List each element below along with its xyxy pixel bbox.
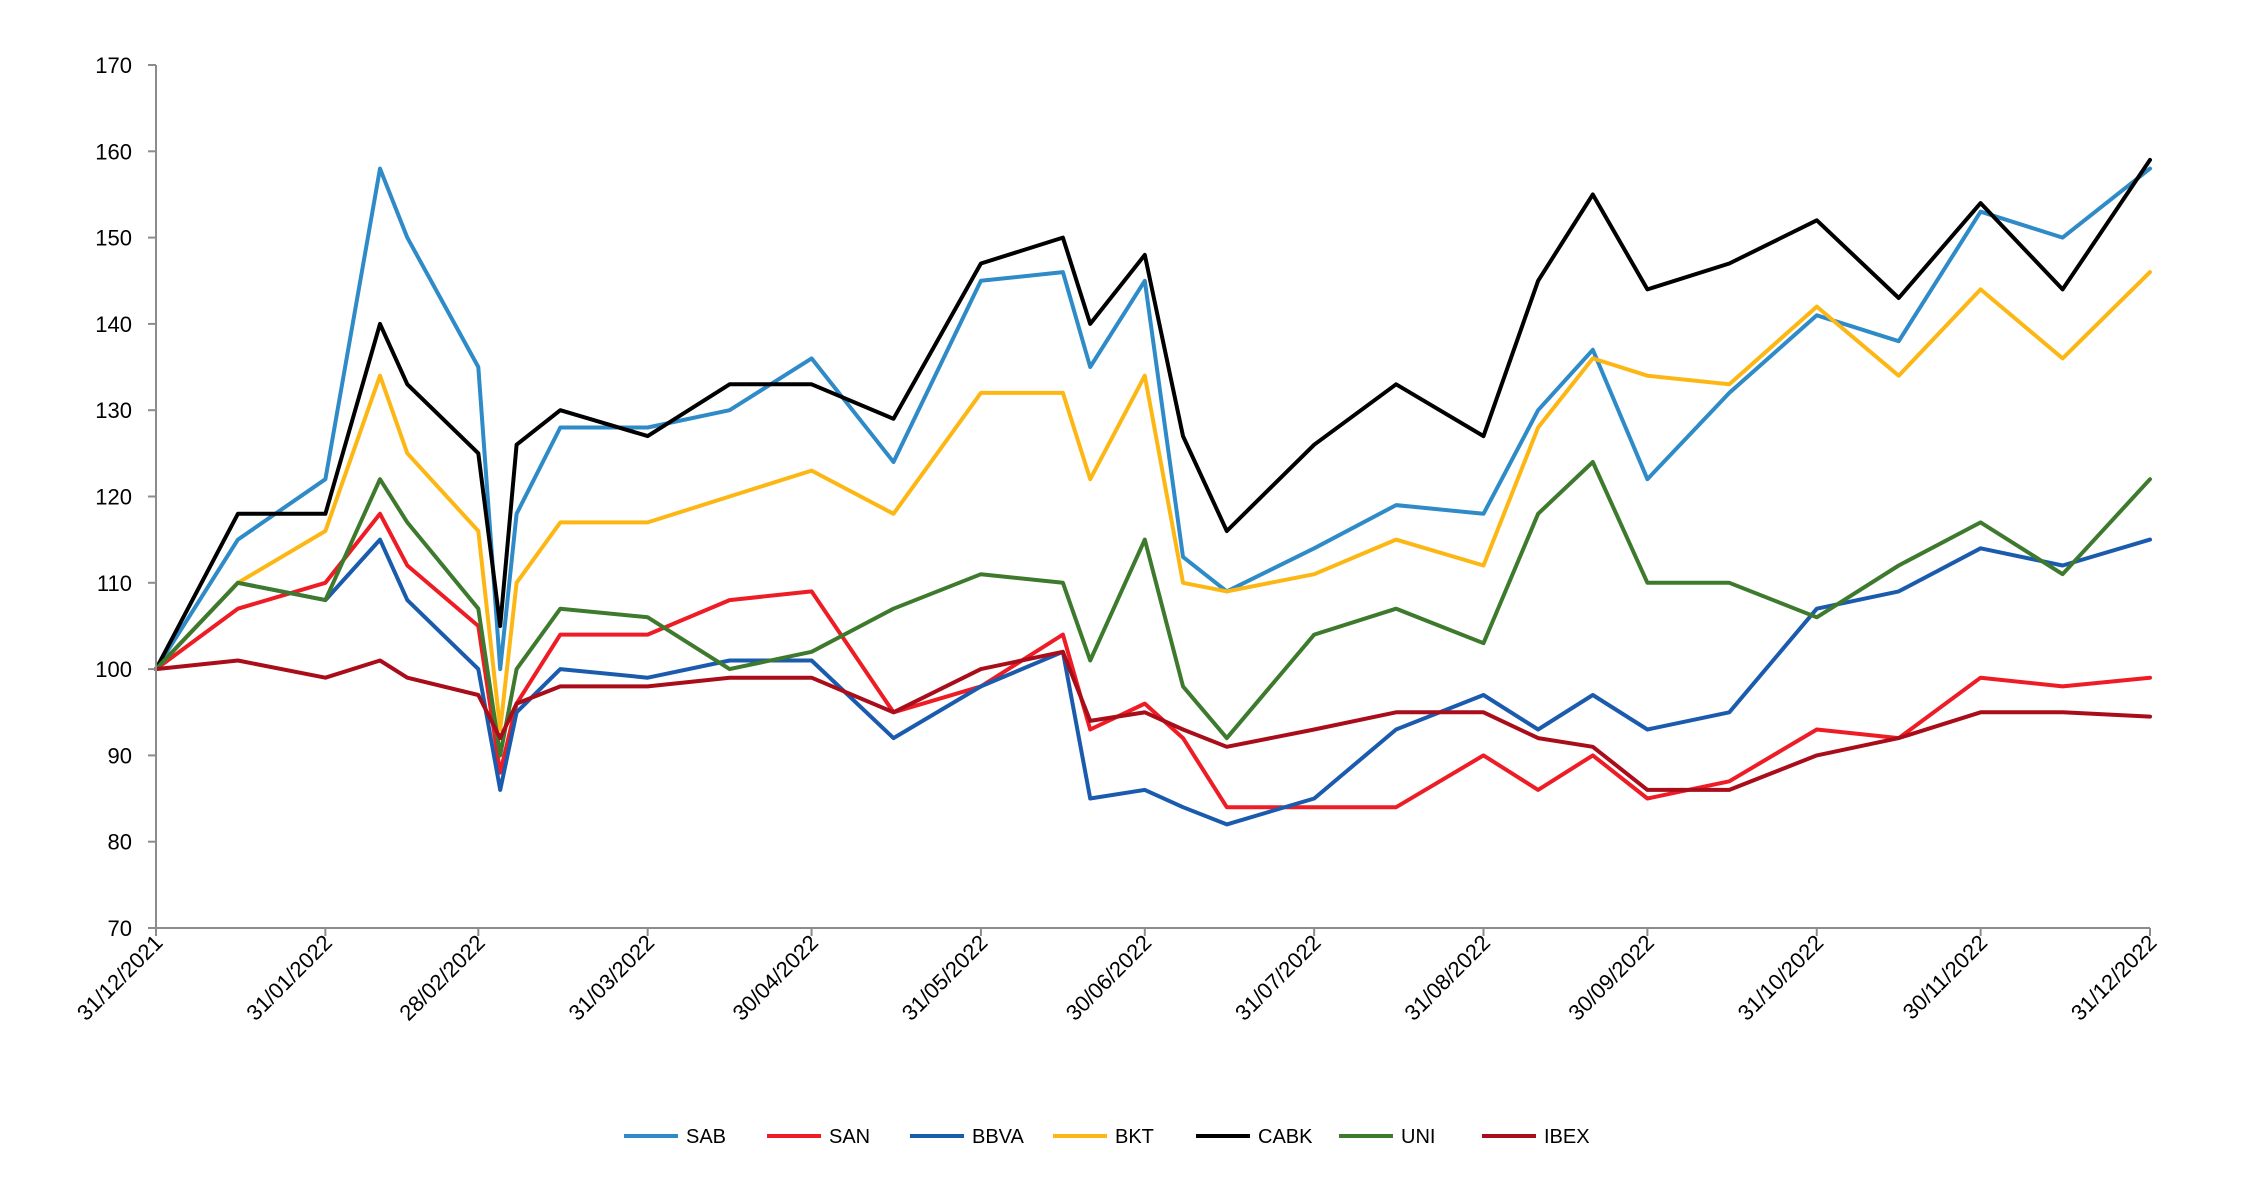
x-tick-label: 30/09/2022 <box>1563 930 1659 1026</box>
y-tick-label: 90 <box>108 743 132 768</box>
legend-label-sab: SAB <box>686 1126 726 1148</box>
x-tick-label: 31/01/2022 <box>241 930 337 1026</box>
y-tick-label: 110 <box>97 571 132 596</box>
x-tick-label: 31/07/2022 <box>1230 930 1326 1026</box>
legend-label-uni: UNI <box>1401 1126 1435 1148</box>
y-tick-label: 70 <box>108 916 132 941</box>
x-tick-label: 30/04/2022 <box>728 930 824 1026</box>
x-tick-label: 31/12/2022 <box>2066 930 2162 1026</box>
y-tick-label: 150 <box>95 226 132 251</box>
legend-label-bkt: BKT <box>1115 1126 1154 1148</box>
y-tick-label: 170 <box>95 53 132 78</box>
x-tick-label: 31/05/2022 <box>897 930 993 1026</box>
x-tick-label: 31/12/2021 <box>72 930 168 1026</box>
x-tick-label: 31/08/2022 <box>1400 930 1496 1026</box>
legend-label-cabk: CABK <box>1258 1126 1313 1148</box>
series-layer <box>154 157 2152 827</box>
series-line-uni <box>154 460 2152 758</box>
x-tick-label: 31/10/2022 <box>1733 930 1829 1026</box>
x-tick-labels: 31/12/2021 31/01/2022 28/02/2022 31/03/2022… <box>72 930 2162 1026</box>
y-tick-label: 80 <box>108 830 132 855</box>
axes-layer <box>148 64 2151 936</box>
series-line-ibex <box>154 649 2152 792</box>
series-line-cabk <box>154 157 2152 672</box>
x-tick-label: 28/02/2022 <box>394 930 490 1026</box>
y-tick-label: 140 <box>95 312 132 337</box>
y-tick-label: 120 <box>95 485 132 510</box>
x-tick-label: 30/11/2022 <box>1898 930 1992 1024</box>
y-tick-label: 130 <box>95 398 132 423</box>
legend-label-ibex: IBEX <box>1544 1126 1590 1148</box>
x-tick-label: 31/03/2022 <box>564 930 660 1026</box>
series-line-bkt <box>154 270 2152 732</box>
legend: SAB SAN BBVA BKT CABK UNI IBEX <box>624 1126 1590 1148</box>
series-line-bbva <box>154 537 2152 827</box>
y-tick-label: 160 <box>95 139 132 164</box>
series-line-sab <box>154 166 2152 672</box>
y-tick-labels: 70 80 90 100 110 120 130 140 150 160 170 <box>95 53 132 941</box>
legend-label-san: SAN <box>829 1126 870 1148</box>
series-line-san <box>154 511 2152 810</box>
y-tick-label: 100 <box>95 657 132 682</box>
legend-label-bbva: BBVA <box>972 1126 1025 1148</box>
x-tick-label: 30/06/2022 <box>1061 930 1157 1026</box>
